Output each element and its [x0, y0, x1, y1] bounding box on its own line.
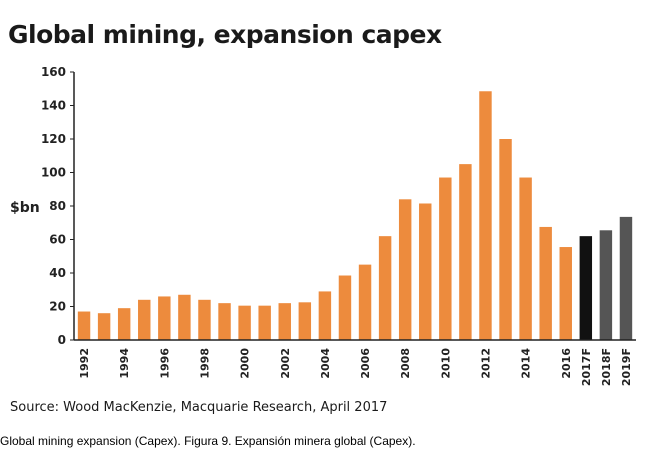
x-tick-label: 2019F: [620, 348, 633, 386]
bar-2019F: [619, 216, 633, 340]
x-tick-label: 1996: [158, 348, 171, 379]
y-tick-label: 40: [49, 266, 66, 280]
bars: [77, 91, 633, 340]
x-tick-label: 2002: [279, 348, 292, 379]
bar-2007: [378, 236, 392, 340]
bar-2017F: [579, 236, 593, 340]
bar-2003: [298, 302, 312, 340]
bar-2014: [519, 177, 532, 340]
bar-1993: [97, 313, 111, 340]
x-tick-label: 2016: [560, 348, 573, 379]
x-tick-label: 2008: [399, 348, 412, 379]
y-tick-label: 120: [41, 132, 66, 146]
bar-2009: [419, 203, 432, 340]
bar-2013: [499, 139, 512, 340]
bar-2004: [318, 291, 332, 340]
x-axis-ticks: 1992 1994 1996 1998 2000 2002 2004 2006 2008 2010…: [78, 348, 633, 386]
y-tick-label: 0: [58, 333, 66, 347]
y-axis-ticks: 0 20 40 60 80 100 120 140 160: [41, 65, 74, 347]
bar-2008: [398, 199, 412, 340]
bar-1998: [198, 299, 211, 340]
y-tick-label: 60: [49, 233, 66, 247]
y-tick-label: 80: [49, 199, 66, 213]
x-tick-label: 1992: [78, 348, 91, 379]
bar-2006: [358, 264, 372, 340]
bar-chart: 0 20 40 60 80 100 120 140 160 1992 1994 1996 1998 20…: [10, 65, 636, 386]
bar-1992: [77, 311, 91, 340]
bar-1999: [218, 303, 231, 340]
figure-caption: Global mining expansion (Capex). Figura …: [0, 434, 416, 448]
x-tick-label: 2012: [479, 348, 492, 379]
y-axis-label: $bn: [10, 200, 40, 216]
bar-1997: [178, 294, 191, 340]
bar-1995: [138, 299, 151, 340]
bar-2016: [559, 247, 572, 340]
y-tick-label: 100: [41, 166, 66, 180]
bar-1996: [158, 296, 171, 340]
x-tick-label: 2014: [520, 348, 533, 379]
bar-2000: [238, 305, 251, 340]
bar-1994: [117, 308, 131, 340]
x-tick-label: 2004: [319, 348, 332, 379]
bar-2015: [539, 226, 552, 340]
source-note: Source: Wood MacKenzie, Macquarie Resear…: [10, 400, 388, 415]
bar-2001: [258, 305, 271, 340]
x-tick-label: 1998: [198, 348, 211, 379]
y-tick-label: 160: [41, 65, 66, 79]
bar-2002: [278, 303, 291, 340]
x-tick-label: 1994: [118, 348, 131, 379]
x-tick-label: 2000: [239, 348, 252, 379]
x-tick-label: 2017F: [580, 348, 593, 386]
bar-2012: [479, 91, 492, 340]
bar-2010: [439, 177, 452, 340]
x-tick-label: 2006: [359, 348, 372, 379]
chart-title: Global mining, expansion capex: [8, 20, 442, 49]
y-tick-label: 20: [49, 300, 66, 314]
y-tick-label: 140: [41, 99, 66, 113]
x-tick-label: 2010: [439, 348, 452, 379]
x-tick-label: 2018F: [600, 348, 613, 386]
bar-2018F: [599, 230, 613, 340]
bar-2011: [459, 164, 472, 340]
bar-2005: [338, 275, 352, 340]
